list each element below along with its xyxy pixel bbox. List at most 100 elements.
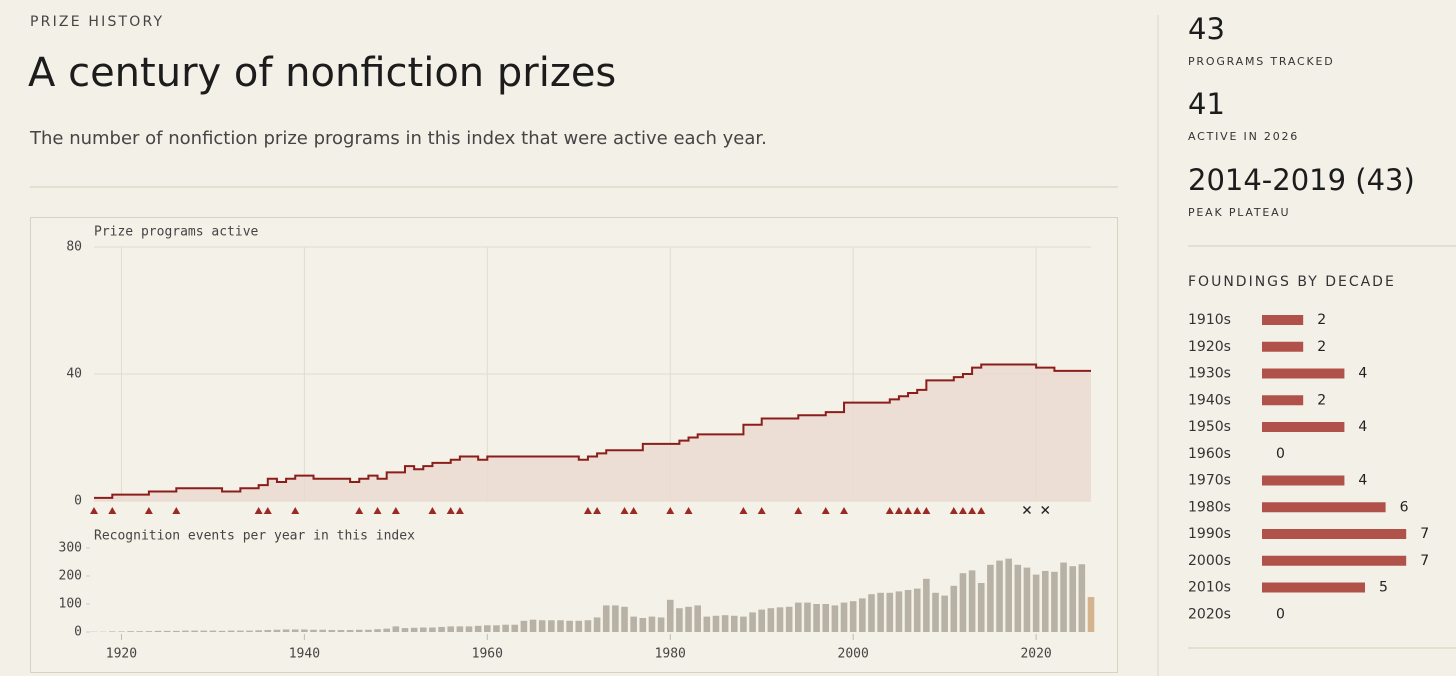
bar xyxy=(520,620,528,632)
bar xyxy=(621,606,628,632)
bar xyxy=(182,630,189,632)
bar xyxy=(730,615,738,632)
stat-label: PROGRAMS TRACKED xyxy=(1188,55,1335,68)
bar xyxy=(474,625,482,632)
line xyxy=(94,363,1091,499)
bar xyxy=(301,629,308,632)
bar xyxy=(1262,502,1386,513)
bar xyxy=(1069,566,1076,632)
y-tick-label: 0 xyxy=(74,494,82,509)
bar xyxy=(840,602,848,632)
bar xyxy=(703,616,711,632)
bar xyxy=(419,627,427,632)
founding-marker xyxy=(794,507,803,514)
category-label: 1930s xyxy=(1188,366,1231,382)
bar xyxy=(1262,582,1365,593)
y-tick-label: 0 xyxy=(74,625,82,640)
bar xyxy=(886,592,894,632)
bar xyxy=(877,592,884,632)
bar xyxy=(987,564,994,632)
bar xyxy=(456,626,464,632)
bar xyxy=(145,631,153,632)
bar xyxy=(1262,395,1304,406)
bar xyxy=(749,612,756,632)
bar xyxy=(602,605,610,632)
bar xyxy=(1078,564,1086,632)
founding-marker xyxy=(885,507,894,514)
founding-marker xyxy=(254,507,263,514)
bar xyxy=(173,630,180,632)
bar xyxy=(913,588,921,632)
bar xyxy=(859,598,866,632)
bar xyxy=(392,626,400,632)
bar xyxy=(282,629,290,632)
value-label: 2 xyxy=(1317,312,1326,328)
bar xyxy=(337,630,345,632)
bar xyxy=(776,607,784,632)
category-label: 1990s xyxy=(1188,526,1231,542)
value-label: 7 xyxy=(1420,526,1429,542)
founding-marker xyxy=(968,507,977,514)
bar xyxy=(246,630,253,632)
closure-marker xyxy=(1022,506,1031,514)
bar xyxy=(923,578,930,632)
area xyxy=(94,364,1091,501)
bar xyxy=(319,629,326,632)
bar xyxy=(566,620,573,632)
bar xyxy=(996,560,1003,632)
y-tick-label: 80 xyxy=(66,240,82,255)
bar xyxy=(410,627,418,632)
bar xyxy=(136,631,144,632)
x-tick-label: 1920 xyxy=(106,647,137,662)
founding-marker xyxy=(904,507,913,514)
bar xyxy=(401,628,409,632)
bar xyxy=(191,630,198,632)
bar xyxy=(1262,422,1345,432)
bar xyxy=(346,630,354,632)
category-label: 1920s xyxy=(1188,339,1231,355)
bar xyxy=(822,604,830,632)
page-title: A century of nonfiction prizes xyxy=(28,50,617,96)
founding-marker xyxy=(144,507,153,514)
founding-marker xyxy=(684,507,693,514)
category-label: 1970s xyxy=(1188,473,1231,489)
bar xyxy=(237,630,244,632)
bar xyxy=(502,624,509,632)
bar xyxy=(374,629,381,632)
value-label: 5 xyxy=(1379,580,1388,596)
axis-label: Recognition events per year in this inde… xyxy=(94,529,415,544)
founding-marker xyxy=(629,507,638,514)
bar xyxy=(676,608,683,632)
bar xyxy=(438,626,445,632)
chart-title: FOUNDINGS BY DECADE xyxy=(1188,274,1396,290)
x-tick-label: 2020 xyxy=(1020,647,1051,662)
value-label: 0 xyxy=(1276,606,1285,622)
founding-marker xyxy=(958,507,967,514)
bar xyxy=(227,630,235,632)
x-tick-label: 1940 xyxy=(289,647,320,662)
y-tick-label: 300 xyxy=(59,541,82,556)
bar xyxy=(950,585,958,632)
founding-marker xyxy=(913,507,922,514)
bar xyxy=(1262,529,1407,539)
category-label: 2010s xyxy=(1188,580,1231,596)
subtitle: The number of nonfiction prize programs … xyxy=(30,128,767,149)
founding-marker xyxy=(455,507,464,514)
bar xyxy=(868,594,875,632)
founding-marker xyxy=(373,507,382,514)
bar xyxy=(831,605,839,632)
bar xyxy=(484,625,491,632)
bar xyxy=(968,570,976,632)
founding-marker xyxy=(90,507,98,514)
bar xyxy=(383,628,390,632)
stat-label: PEAK PLATEAU xyxy=(1188,206,1291,219)
bar xyxy=(218,630,226,632)
bar xyxy=(429,627,436,632)
bar xyxy=(291,629,299,632)
bar xyxy=(365,629,372,632)
bar xyxy=(721,615,729,632)
y-tick-label: 40 xyxy=(66,367,82,382)
bar xyxy=(1087,597,1095,632)
bar xyxy=(1060,562,1067,632)
